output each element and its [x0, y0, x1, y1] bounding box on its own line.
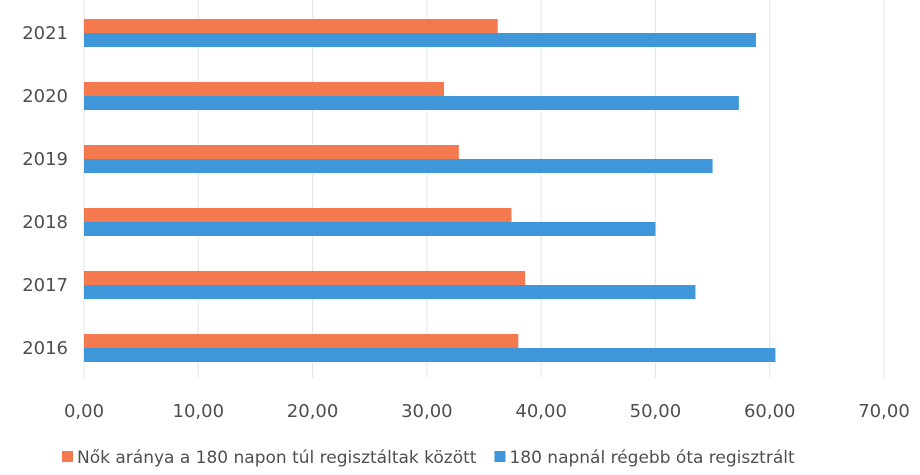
bar-women-share-2021: [84, 19, 498, 33]
y-tick-label: 2017: [22, 275, 68, 296]
x-tick-label: 40,00: [515, 401, 567, 422]
y-tick-label: 2020: [22, 86, 68, 107]
y-tick-label: 2018: [22, 212, 68, 233]
bar-women-share-2016: [84, 334, 519, 348]
x-axis-tick-labels: 0,00 10,00 20,00 30,00 40,00 50,00 60,00 70,00: [64, 401, 910, 422]
legend: Nők aránya a 180 napon túl regisztáltak …: [62, 448, 795, 468]
bar-women-share-2018: [84, 208, 512, 222]
x-tick-label: 0,00: [64, 401, 104, 422]
bar-registered-180-2016: [84, 348, 776, 362]
x-tick-label: 50,00: [630, 401, 682, 422]
x-tick-label: 20,00: [287, 401, 339, 422]
bar-registered-180-2019: [84, 159, 713, 173]
legend-swatch: [62, 451, 73, 462]
y-axis-tick-labels: 2016 2017 2018 2019 2020 2021: [22, 23, 68, 359]
bar-registered-180-2020: [84, 96, 739, 110]
bars: [84, 19, 776, 362]
bar-registered-180-2018: [84, 222, 656, 236]
y-tick-label: 2021: [22, 23, 68, 44]
gridlines: [83, 0, 885, 378]
bar-women-share-2017: [84, 271, 526, 285]
bar-women-share-2020: [84, 82, 444, 96]
legend-swatch: [494, 451, 506, 462]
y-tick-label: 2016: [22, 338, 68, 359]
legend-label: 180 napnál régebb óta regisztrált: [509, 448, 795, 468]
x-tick-label: 70,00: [858, 401, 910, 422]
bar-women-share-2019: [84, 145, 459, 159]
y-tick-label: 2019: [22, 149, 68, 170]
x-tick-label: 10,00: [173, 401, 225, 422]
bar-registered-180-2021: [84, 33, 756, 47]
x-tick-label: 60,00: [744, 401, 796, 422]
x-tick-label: 30,00: [401, 401, 453, 422]
bar-registered-180-2017: [84, 285, 696, 299]
legend-label: Nők aránya a 180 napon túl regisztáltak …: [77, 448, 477, 468]
